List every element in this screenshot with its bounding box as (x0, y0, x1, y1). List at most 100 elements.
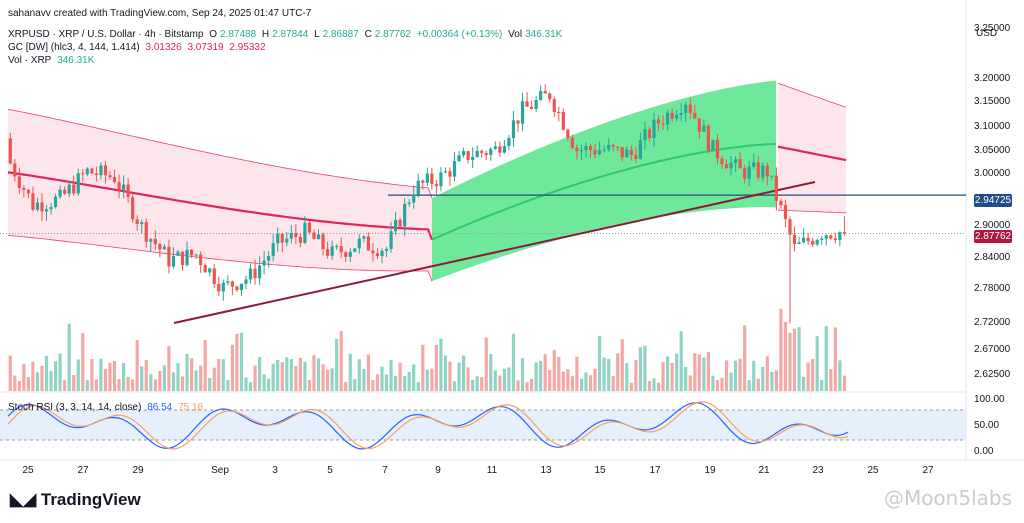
volume-bar (493, 370, 497, 391)
candle-body (439, 172, 443, 187)
price-tick-label: 3.00000 (974, 168, 1011, 179)
candle-body (593, 150, 597, 155)
volume-bar (248, 382, 253, 391)
candle-body (466, 151, 470, 160)
brand-name: TradingView (40, 490, 141, 509)
volume-bar (171, 372, 176, 391)
volume-bar (593, 368, 597, 391)
volume-bar (584, 372, 588, 391)
date-tick-label: 11 (487, 465, 498, 476)
volume-bar (67, 323, 71, 391)
date-tick-label: 23 (812, 465, 824, 476)
stoch-rsi-d: 75.18 (178, 402, 204, 413)
candle-body (824, 235, 828, 239)
candle-body (235, 286, 239, 290)
ohlc-close-label: C (364, 29, 372, 40)
volume-bar (652, 378, 656, 391)
volume-bar (180, 376, 185, 391)
candle-body (661, 123, 665, 125)
candle-body (647, 129, 652, 139)
candle-body (99, 165, 103, 176)
candle-body (507, 138, 511, 147)
candle-body (49, 206, 53, 210)
candle-body (262, 260, 266, 266)
candle-body (335, 246, 339, 248)
volume-bar (235, 333, 239, 391)
candle-body (625, 149, 629, 158)
candle-body (665, 112, 670, 125)
candle-body (135, 219, 139, 224)
candle-body (366, 236, 370, 251)
volume-bar (226, 380, 230, 391)
volume-bar (280, 362, 284, 391)
candle-body (611, 144, 615, 147)
candle-body (371, 250, 375, 254)
candle-body (230, 281, 234, 287)
volume-bar (765, 356, 769, 391)
symbol-legend[interactable]: XRPUSD · XRP / U.S. Dollar · 4h · Bitsta… (8, 29, 565, 40)
rsi-tick-label: 100.00 (974, 394, 1005, 405)
candle-body (670, 112, 674, 119)
tradingview-logo[interactable]: ◣◢ TradingView (10, 490, 141, 510)
volume-bar (498, 375, 502, 391)
volume-bar (502, 368, 506, 391)
candle-body (684, 104, 688, 114)
volume-bar (267, 378, 271, 391)
volume-bar (801, 376, 806, 391)
stoch-rsi-band (0, 410, 966, 440)
volume-legend[interactable]: Vol · XRP 346.31K (8, 55, 97, 66)
candle-body (421, 180, 425, 183)
volume-bar (629, 382, 633, 391)
candle-body (770, 175, 774, 177)
volume-bar (203, 340, 207, 391)
volume-bar (715, 379, 720, 391)
volume-bar (811, 358, 815, 391)
price-tick-label: 3.05000 (974, 145, 1011, 156)
candle-body (67, 184, 71, 194)
volume-bar (774, 370, 778, 391)
volume-bar (724, 360, 729, 391)
volume-bar (534, 362, 538, 391)
candle-body (13, 163, 17, 177)
date-tick-label: 15 (594, 465, 606, 476)
volume-bar (842, 375, 846, 391)
volume-bar (158, 371, 162, 391)
candle-body (94, 173, 98, 176)
volume-bar (752, 360, 756, 391)
candle-body (393, 219, 398, 232)
candle-body (58, 189, 62, 197)
volume-bar (475, 376, 479, 391)
candle-body (738, 159, 742, 169)
candle-body (348, 251, 352, 257)
volume-bar (525, 382, 529, 391)
volume-bar (140, 366, 144, 391)
volume-bar (457, 362, 461, 391)
candle-body (575, 147, 579, 152)
price-tick-label: 2.90000 (974, 220, 1011, 231)
ohlc-low-label: L (314, 29, 320, 40)
candle-body (702, 125, 706, 132)
volume-bar (693, 353, 697, 391)
candle-body (693, 113, 697, 119)
candle-body (63, 189, 67, 194)
candle-body (298, 237, 302, 243)
volume-indicator-label: Vol · XRP (8, 55, 52, 66)
candle-body (511, 120, 516, 139)
volume-bar (430, 368, 434, 391)
candle-body (81, 173, 85, 175)
candle-body (257, 265, 262, 279)
candle-body (185, 249, 189, 266)
band-upper-edge-2 (777, 82, 847, 108)
volume-bar (321, 364, 325, 391)
volume-bar (665, 356, 670, 391)
candle-body (22, 187, 26, 190)
volume-bar (348, 353, 352, 391)
tv-logo-icon: ◣◢ (10, 490, 41, 509)
currency-label: USD (976, 28, 998, 39)
stoch-rsi-k: 86.54 (147, 402, 173, 413)
gc-indicator-legend[interactable]: GC [DW] (hlc3, 4, 144, 1.414) 3.01326 3.… (8, 42, 269, 53)
candle-body (443, 171, 448, 173)
candle-body (316, 234, 321, 240)
stoch-rsi-legend[interactable]: Stoch RSI (3, 3, 14, 14, close) 86.54 75… (8, 402, 206, 413)
